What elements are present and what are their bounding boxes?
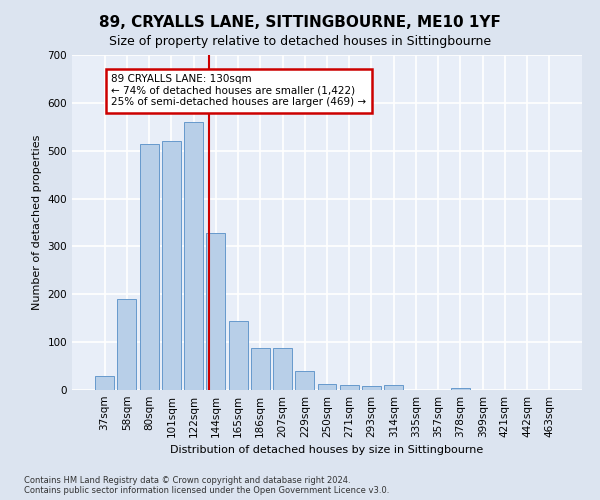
Text: 89, CRYALLS LANE, SITTINGBOURNE, ME10 1YF: 89, CRYALLS LANE, SITTINGBOURNE, ME10 1Y…: [99, 15, 501, 30]
Bar: [251, 348, 270, 390]
Bar: [118, 299, 136, 390]
Bar: [273, 348, 292, 390]
Bar: [229, 320, 248, 390]
Bar: [362, 386, 381, 390]
Bar: [140, 144, 158, 390]
Bar: [317, 384, 337, 390]
Bar: [184, 122, 203, 390]
Bar: [206, 233, 225, 390]
Text: Contains HM Land Registry data © Crown copyright and database right 2024.
Contai: Contains HM Land Registry data © Crown c…: [24, 476, 389, 495]
Bar: [384, 385, 403, 390]
Bar: [162, 141, 181, 390]
X-axis label: Distribution of detached houses by size in Sittingbourne: Distribution of detached houses by size …: [170, 446, 484, 456]
Bar: [451, 388, 470, 390]
Text: Size of property relative to detached houses in Sittingbourne: Size of property relative to detached ho…: [109, 35, 491, 48]
Bar: [95, 376, 114, 390]
Y-axis label: Number of detached properties: Number of detached properties: [32, 135, 42, 310]
Bar: [340, 385, 359, 390]
Text: 89 CRYALLS LANE: 130sqm
← 74% of detached houses are smaller (1,422)
25% of semi: 89 CRYALLS LANE: 130sqm ← 74% of detache…: [112, 74, 367, 108]
Bar: [295, 371, 314, 390]
